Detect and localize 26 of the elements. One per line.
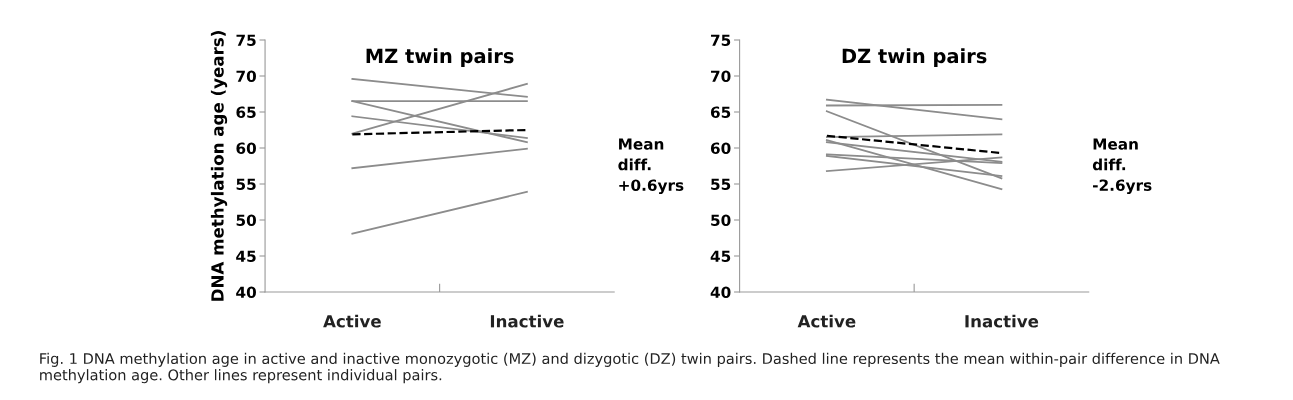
y-tick-label: 50 xyxy=(711,214,731,227)
y-tick-label: 45 xyxy=(710,250,731,263)
x-tick-label: Active xyxy=(797,314,856,328)
y-tick-label: 70 xyxy=(711,70,731,83)
y-tick-label: 70 xyxy=(236,70,256,83)
x-tick-label: Active xyxy=(323,314,381,328)
y-tick-label: 45 xyxy=(236,250,256,263)
chart-title: MZ twin pairs xyxy=(366,48,514,68)
x-tick-label: Inactive xyxy=(490,314,564,328)
y-tick-label: 50 xyxy=(236,214,256,227)
y-tick-label: 60 xyxy=(710,142,731,155)
y-tick-label: 55 xyxy=(711,178,731,191)
chart-title: DZ twin pairs xyxy=(842,48,987,68)
x-tick-label: Inactive xyxy=(965,314,1039,328)
caption: Fig. 1 DNA methylation age in active and inactive monozygotic (MZ) and dizygotic (DZ) twin pairs. Dashed line represents the mean within-pair difference in DNA methylation age. Other lines represent individual pairs. xyxy=(40,352,1220,384)
y-tick-label: 65 xyxy=(236,106,256,119)
y-tick-label: 65 xyxy=(710,106,731,119)
y-tick-label: 55 xyxy=(236,178,256,191)
y-axis-title: DNA methylation age (years) xyxy=(210,31,228,301)
y-tick-label: 60 xyxy=(236,142,256,155)
y-tick-label: 75 xyxy=(711,34,731,47)
y-tick-label: 75 xyxy=(236,34,256,47)
y-tick-label: 40 xyxy=(236,286,256,299)
text: Mean diff. -2.6yrs xyxy=(1092,138,1152,195)
text: Mean diff. +0.6yrs xyxy=(618,138,684,195)
y-tick-label: 40 xyxy=(710,286,731,299)
